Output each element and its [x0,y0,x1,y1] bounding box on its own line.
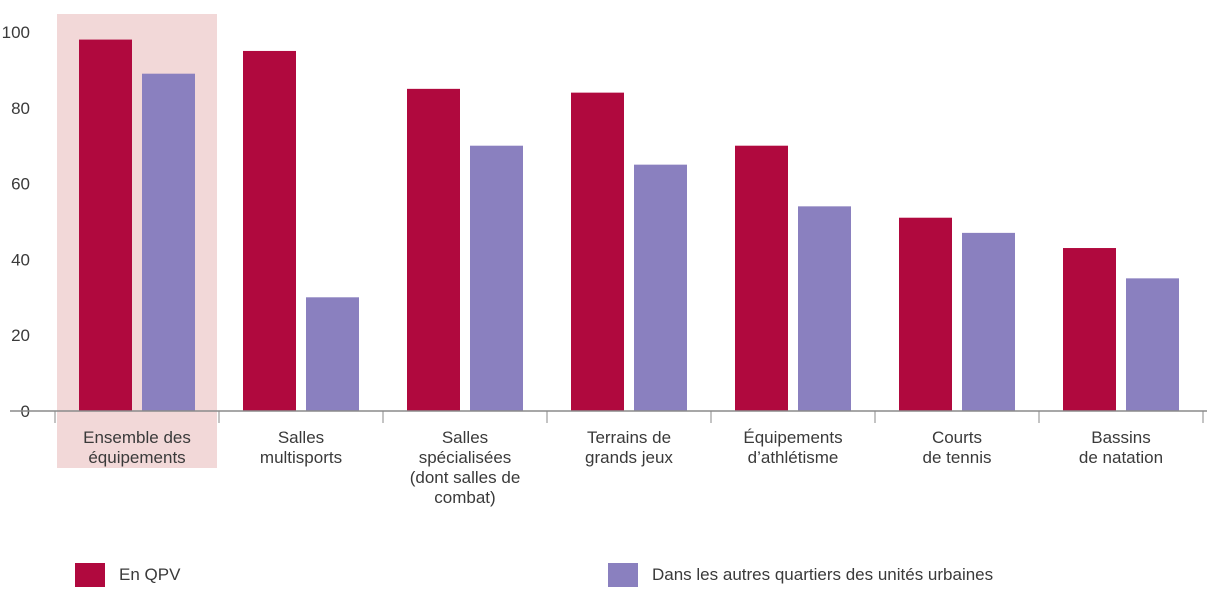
category-label-line: spécialisées [419,448,512,467]
category-label-line: Ensemble des [83,428,191,447]
bar-autres-quartiers [1126,278,1179,411]
category-label: Salles spécialisées (dont salles de combat) [410,428,521,507]
bar-en-qpv [735,145,788,411]
category-label-line: combat) [434,488,495,507]
legend-label-autres-quartiers: Dans les autres quartiers des unités urb… [652,565,994,584]
bar-en-qpv [243,50,296,411]
category-label-line: Terrains de [587,428,671,447]
category-label-line: d’athlétisme [748,448,839,467]
bar-autres-quartiers [470,145,523,411]
y-tick-label: 80 [11,99,30,118]
category-label-line: Équipements [743,428,842,447]
bar-en-qpv [571,92,624,411]
category-label: Ensemble des équipements [83,428,191,467]
category-label: Équipements d’athlétisme [743,428,842,467]
y-tick-label: 40 [11,250,30,269]
category-label-line: Courts [932,428,982,447]
category-label: Courts de tennis [923,428,992,467]
category-label: Bassins de natation [1079,428,1163,467]
bar-autres-quartiers [798,206,851,411]
bar-autres-quartiers [962,232,1015,411]
category-label: Terrains de grands jeux [585,428,673,467]
category-label-line: de natation [1079,448,1163,467]
bar-en-qpv [899,217,952,411]
legend-label-en-qpv: En QPV [119,565,181,584]
category-label: Salles multisports [260,428,342,467]
category-label-line: Salles [442,428,488,447]
legend-swatch-autres-quartiers [608,563,638,587]
category-label-line: Salles [278,428,324,447]
bar-autres-quartiers [634,164,687,411]
bar-en-qpv [407,88,460,411]
bar-en-qpv [79,39,132,412]
bar-en-qpv [1063,248,1116,411]
bar-autres-quartiers [142,73,195,411]
bar-chart-svg: 020406080100Ensemble deséquipementsSalle… [2,14,1207,507]
category-label-line: Bassins [1091,428,1151,447]
bar-autres-quartiers [306,297,359,411]
y-tick-label: 100 [2,23,30,42]
y-tick-label: 60 [11,175,30,194]
legend-swatch-en-qpv [75,563,105,587]
legend-item-series-1: En QPV [75,563,180,587]
category-label-line: équipements [88,448,185,467]
category-label-line: grands jeux [585,448,673,467]
category-label-line: (dont salles de [410,468,521,487]
category-label-line: multisports [260,448,342,467]
legend-item-series-2: Dans les autres quartiers des unités urb… [608,563,993,587]
category-label-line: de tennis [923,448,992,467]
y-tick-label: 20 [11,326,30,345]
